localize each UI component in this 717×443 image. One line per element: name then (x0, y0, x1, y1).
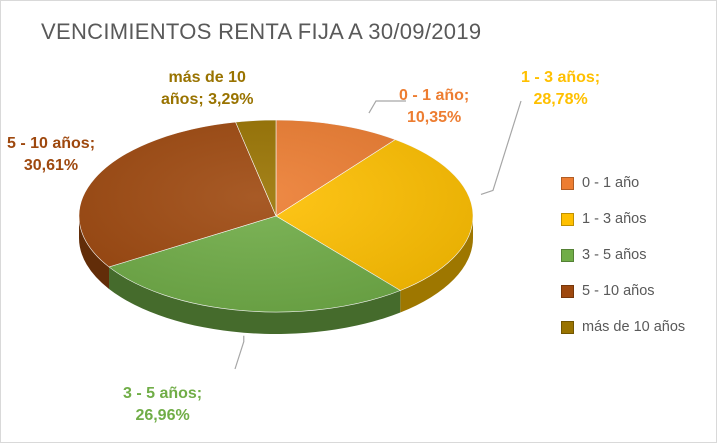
leader-line-1 (480, 100, 522, 196)
legend-swatch (561, 284, 574, 298)
data-label-line1: 1 - 3 años; (521, 69, 601, 86)
legend-label: 5 - 10 años (582, 283, 655, 299)
legend-swatch (561, 176, 574, 190)
legend-item: 1 - 3 años (561, 201, 685, 237)
data-label-line2: años; 3,29% (161, 91, 254, 108)
legend-label: 0 - 1 año (582, 175, 640, 191)
chart-title: VENCIMIENTOS RENTA FIJA A 30/09/2019 (41, 19, 482, 44)
data-label-5-10-anos: 5 - 10 años; 30,61% (7, 133, 95, 177)
legend: 0 - 1 año 1 - 3 años 3 - 5 años 5 - 10 a… (561, 165, 685, 345)
legend-swatch (561, 320, 574, 334)
data-label-line2: 30,61% (23, 157, 79, 174)
pie-slices (78, 119, 474, 313)
leader-lines (234, 100, 522, 370)
data-label-line1: más de 10 (168, 69, 246, 86)
data-label-line1: 3 - 5 años; (123, 385, 203, 402)
data-label-0-1-ano: 0 - 1 año; 10,35% (399, 85, 469, 129)
data-label-line1: 0 - 1 año; (399, 87, 470, 104)
legend-item: 3 - 5 años (561, 237, 685, 273)
leader-line-0 (368, 100, 406, 114)
data-label-mas-de-10-anos: más de 10 años; 3,29% (161, 67, 253, 111)
data-label-3-5-anos: 3 - 5 años; 26,96% (123, 383, 202, 427)
legend-swatch (561, 212, 574, 226)
legend-item: 0 - 1 año (561, 165, 685, 201)
data-label-1-3-anos: 1 - 3 años; 28,78% (521, 67, 600, 111)
legend-label: más de 10 años (582, 319, 686, 335)
legend-label: 3 - 5 años (582, 247, 647, 263)
legend-item: más de 10 años (561, 309, 685, 345)
data-label-line1: 5 - 10 años; (7, 135, 96, 152)
pie-side-2 (109, 266, 401, 334)
legend-label: 1 - 3 años (582, 211, 647, 227)
leader-line-2 (234, 335, 245, 370)
data-label-line2: 28,78% (533, 91, 588, 108)
legend-item: 5 - 10 años (561, 273, 685, 309)
data-label-line2: 10,35% (406, 109, 462, 126)
legend-swatch (561, 248, 574, 262)
data-label-line2: 26,96% (135, 407, 190, 424)
